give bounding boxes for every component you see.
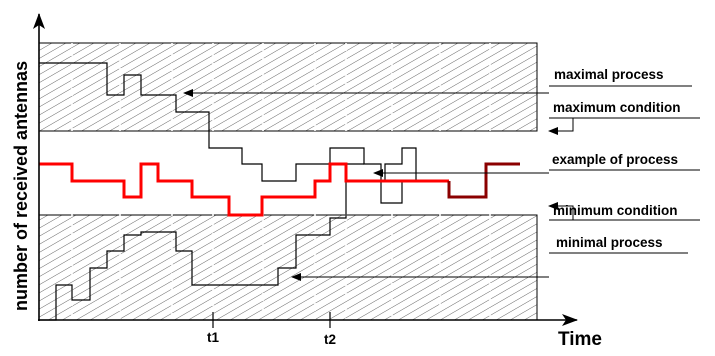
annotation-arrows bbox=[183, 89, 574, 281]
minimal-process-label: minimal process bbox=[556, 235, 663, 250]
minimum-condition-label: minimum condition bbox=[553, 203, 678, 218]
maximum-condition-label: maximum condition bbox=[553, 100, 681, 115]
example-process-line bbox=[39, 162, 449, 217]
x-axis-label: Time bbox=[558, 329, 602, 350]
maximal-process-label: maximal process bbox=[554, 67, 664, 82]
y-axis-label: number of received antennas bbox=[11, 61, 31, 311]
vertical-gridlines bbox=[71, 43, 491, 320]
axes bbox=[33, 13, 578, 326]
minimum-condition-arrow bbox=[548, 202, 574, 220]
example-process-tail bbox=[447, 162, 520, 199]
maximal-process-line bbox=[39, 62, 417, 204]
minimal-process-line bbox=[39, 163, 364, 321]
maximum-condition-arrow bbox=[548, 118, 574, 135]
maximum-region bbox=[38, 42, 538, 132]
example-of-process-label: example of process bbox=[552, 152, 678, 167]
tick-t2-label: t2 bbox=[324, 332, 336, 347]
tick-t1-label: t1 bbox=[207, 330, 219, 345]
label-rules bbox=[549, 85, 700, 254]
